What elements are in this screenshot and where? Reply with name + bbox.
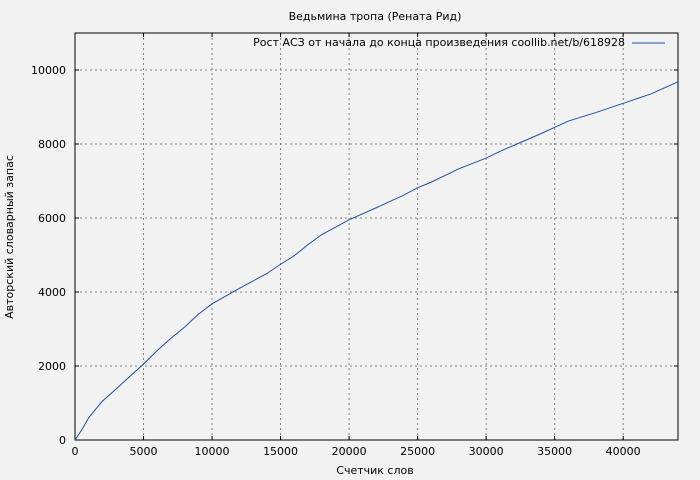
- y-axis-label: Авторский словарный запас: [3, 155, 16, 319]
- chart-title: Ведьмина тропа (Рената Рид): [289, 10, 462, 23]
- x-tick-label: 0: [72, 445, 79, 458]
- plot-frame: [74, 32, 679, 441]
- x-tick-label: 20000: [332, 445, 367, 458]
- y-tick-label: 2000: [38, 360, 66, 373]
- x-tick-label: 25000: [400, 445, 435, 458]
- x-tick-label: 30000: [469, 445, 504, 458]
- x-tick-label: 40000: [606, 445, 641, 458]
- series-line: [74, 81, 679, 441]
- legend-label: Рост АСЗ от начала до конца произведения…: [253, 36, 625, 49]
- axis-ticks: 0 5000 10000 15000 20000 25000 30000 35000 40000…: [31, 33, 678, 458]
- x-axis-label: Счетчик слов: [336, 464, 413, 477]
- x-tick-label: 5000: [130, 445, 158, 458]
- y-tick-label: 8000: [38, 138, 66, 151]
- y-tick-label: 10000: [31, 64, 66, 77]
- legend: Рост АСЗ от начала до конца произведения…: [253, 36, 665, 49]
- x-tick-label: 10000: [195, 445, 230, 458]
- y-tick-label: 6000: [38, 212, 66, 225]
- series-lines: [74, 81, 679, 441]
- grid: [75, 33, 678, 440]
- x-tick-label: 15000: [263, 445, 298, 458]
- y-tick-label: 4000: [38, 286, 66, 299]
- y-tick-label: 0: [59, 434, 66, 447]
- x-tick-label: 35000: [537, 445, 572, 458]
